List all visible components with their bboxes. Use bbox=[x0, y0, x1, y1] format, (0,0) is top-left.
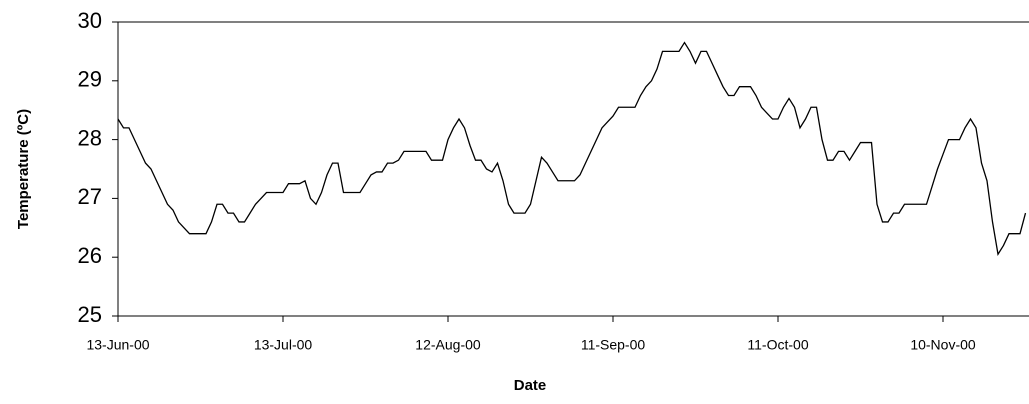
y-axis-title: Temperature (ºC) bbox=[15, 109, 32, 229]
y-tick-label: 29 bbox=[78, 67, 102, 92]
x-tick-label: 11-Oct-00 bbox=[747, 337, 808, 353]
y-tick-label: 30 bbox=[78, 8, 102, 33]
data-line bbox=[117, 41, 1027, 257]
x-tick-label: 10-Nov-00 bbox=[910, 337, 976, 353]
y-tick-label: 25 bbox=[78, 302, 102, 327]
x-tick-label: 12-Aug-00 bbox=[415, 337, 481, 353]
x-axis-title: Date bbox=[514, 377, 547, 394]
x-tick-label: 13-Jun-00 bbox=[86, 337, 149, 353]
x-tick-label: 13-Jul-00 bbox=[254, 337, 313, 353]
y-tick-label: 27 bbox=[78, 184, 102, 209]
y-tick-label: 28 bbox=[78, 125, 102, 150]
y-tick-label: 26 bbox=[78, 243, 102, 268]
x-tick-label: 11-Sep-00 bbox=[581, 337, 646, 353]
